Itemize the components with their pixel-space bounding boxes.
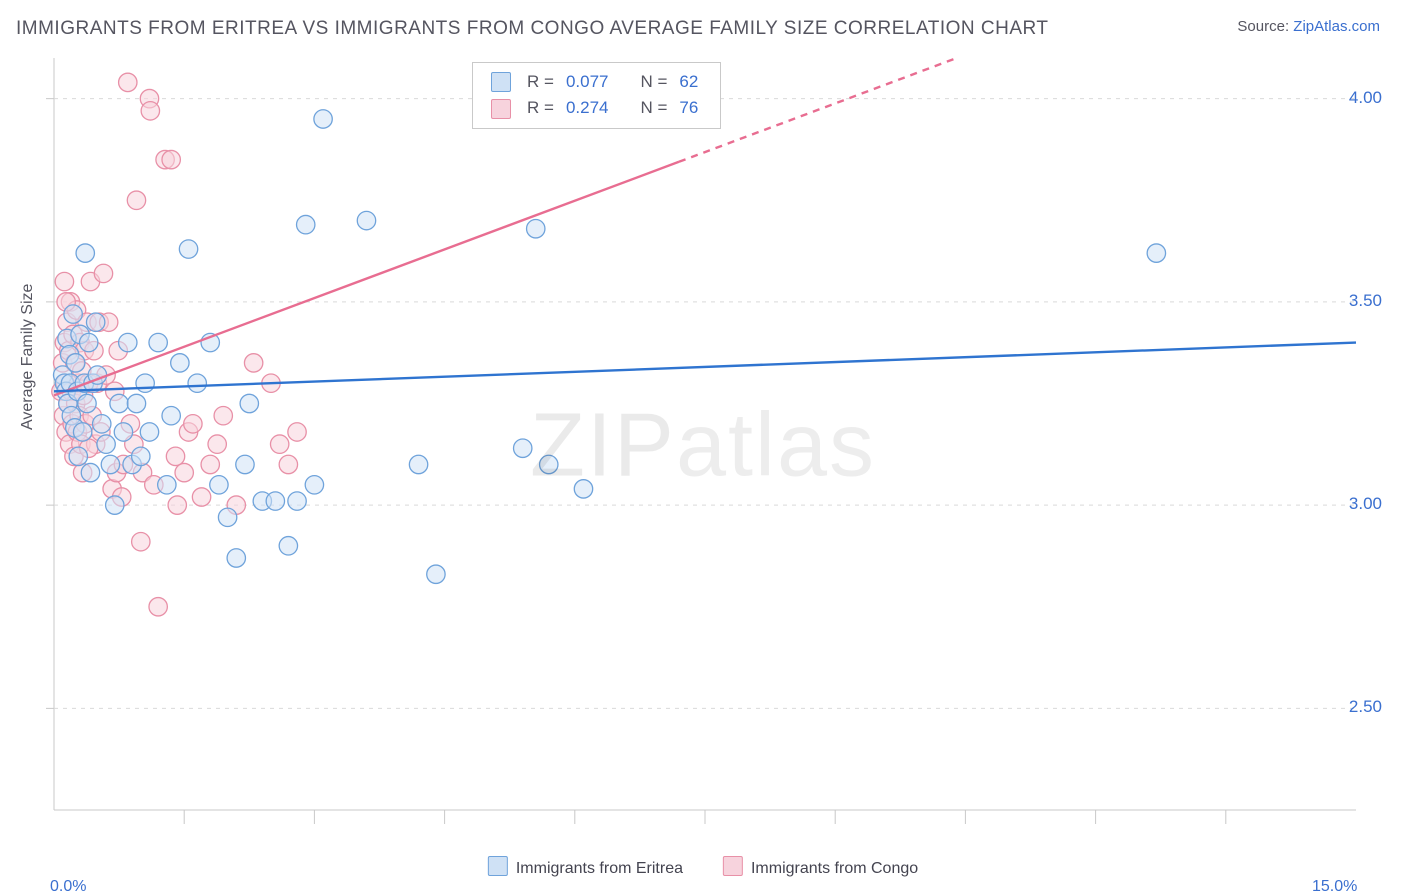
y-tick-label: 3.00 bbox=[1349, 494, 1382, 514]
stats-legend-box: R = 0.077 N = 62 R = 0.274 N = 76 bbox=[472, 62, 721, 129]
r-label: R = bbox=[527, 95, 554, 121]
stats-row-congo: R = 0.274 N = 76 bbox=[491, 95, 702, 121]
swatch-eritrea bbox=[488, 856, 508, 876]
series-legend: Immigrants from Eritrea Immigrants from … bbox=[488, 856, 918, 878]
r-value-congo: 0.274 bbox=[562, 95, 613, 121]
legend-label-eritrea: Immigrants from Eritrea bbox=[516, 860, 683, 877]
swatch-congo bbox=[491, 99, 511, 119]
x-tick-min: 0.0% bbox=[50, 878, 86, 892]
legend-item-congo: Immigrants from Congo bbox=[723, 856, 918, 878]
n-label: N = bbox=[640, 95, 667, 121]
x-tick-max: 15.0% bbox=[1312, 878, 1357, 892]
swatch-congo bbox=[723, 856, 743, 876]
r-value-eritrea: 0.077 bbox=[562, 69, 613, 95]
legend-label-congo: Immigrants from Congo bbox=[751, 860, 918, 877]
n-label: N = bbox=[640, 69, 667, 95]
r-label: R = bbox=[527, 69, 554, 95]
stats-row-eritrea: R = 0.077 N = 62 bbox=[491, 69, 702, 95]
swatch-eritrea bbox=[491, 72, 511, 92]
correlation-scatter-chart bbox=[0, 0, 1406, 892]
y-tick-label: 2.50 bbox=[1349, 697, 1382, 717]
n-value-congo: 76 bbox=[675, 95, 702, 121]
y-tick-label: 4.00 bbox=[1349, 88, 1382, 108]
y-tick-label: 3.50 bbox=[1349, 291, 1382, 311]
n-value-eritrea: 62 bbox=[675, 69, 702, 95]
legend-item-eritrea: Immigrants from Eritrea bbox=[488, 856, 683, 878]
